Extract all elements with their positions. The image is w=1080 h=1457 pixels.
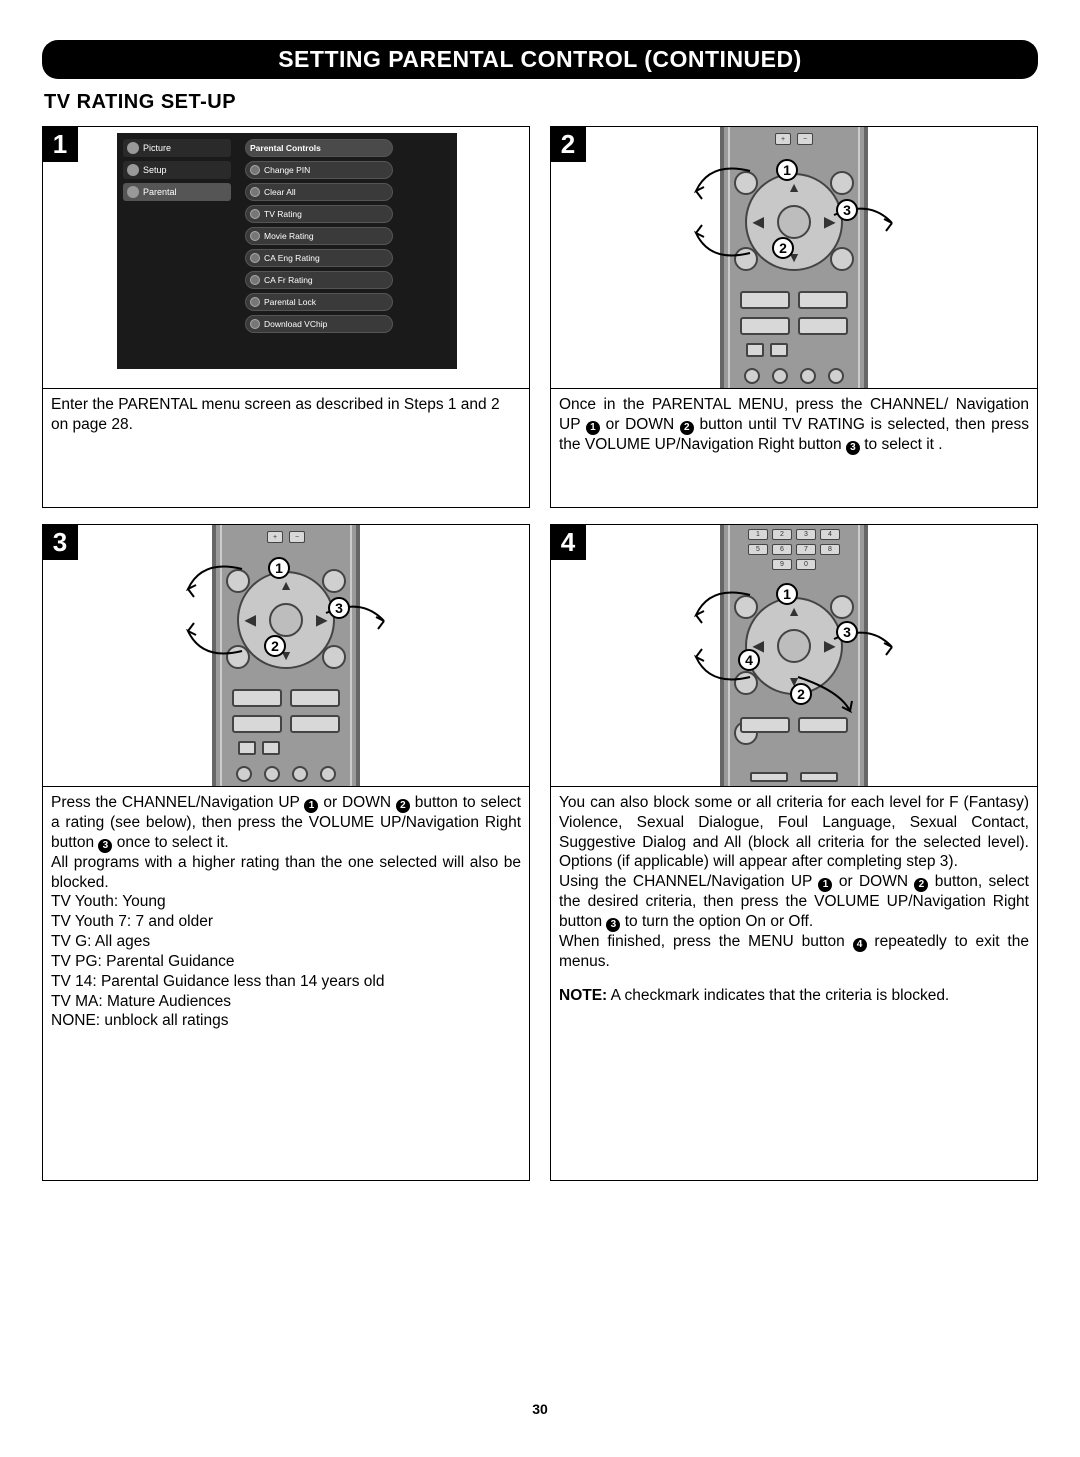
menu-label: Setup	[143, 165, 167, 175]
step-3-text: Press the CHANNEL/Navigation UP 1 or DOW…	[42, 786, 530, 1181]
steps-grid: 1 Picture Setup Parental Parental Contro…	[42, 126, 1038, 1181]
menu-label: Movie Rating	[264, 231, 314, 241]
step-4-text: You can also block some or all criteria …	[550, 786, 1038, 1181]
inline-num-1-icon: 1	[818, 878, 832, 892]
step-3-image: 3 +− ▲▼ ◀▶ 1	[42, 524, 530, 786]
menu-label: Parental Lock	[264, 297, 316, 307]
step-number: 1	[42, 126, 78, 162]
step-2-text: Once in the PARENTAL MENU, press the CHA…	[550, 388, 1038, 508]
callout-3: 3	[836, 199, 858, 221]
text-fragment: Using the CHANNEL/Navigation UP	[559, 873, 818, 890]
inline-num-2-icon: 2	[914, 878, 928, 892]
callout-2: 2	[772, 237, 794, 259]
page-title-bar: SETTING PARENTAL CONTROL (CONTINUED)	[42, 40, 1038, 79]
tv-menu-screenshot: Picture Setup Parental Parental Controls…	[117, 133, 457, 369]
step-2-image: 2 +− ▲▼ ◀▶ 1	[550, 126, 1038, 388]
step-2-panel: 2 +− ▲▼ ◀▶ 1	[550, 126, 1038, 508]
text-fragment: to turn the option On or Off.	[620, 913, 813, 930]
menu-item-picture: Picture	[123, 139, 231, 157]
inline-num-1-icon: 1	[304, 799, 318, 813]
menu-label: CA Fr Rating	[264, 275, 313, 285]
menu-label: Parental	[143, 187, 177, 197]
text-paragraph: You can also block some or all criteria …	[559, 793, 1029, 872]
callout-1: 1	[776, 583, 798, 605]
step-4-image: 4 1234 5678 90 ▲▼ ◀▶	[550, 524, 1038, 786]
inline-num-3-icon: 3	[846, 441, 860, 455]
menu-pill: Parental Lock	[245, 293, 393, 311]
menu-pill: Change PIN	[245, 161, 393, 179]
menu-label: TV Rating	[264, 209, 302, 219]
rating-line: TV 14: Parental Guidance less than 14 ye…	[51, 972, 521, 992]
remote-illustration: +− ▲▼ ◀▶ 1 2	[212, 525, 360, 786]
menu-pill: TV Rating	[245, 205, 393, 223]
callout-3: 3	[328, 597, 350, 619]
callout-1: 1	[268, 557, 290, 579]
menu-pill: CA Fr Rating	[245, 271, 393, 289]
menu-item-parental: Parental	[123, 183, 231, 201]
menu-label: Change PIN	[264, 165, 310, 175]
menu-pill: CA Eng Rating	[245, 249, 393, 267]
rating-line: TV PG: Parental Guidance	[51, 952, 521, 972]
text-fragment: or DOWN	[600, 416, 680, 433]
step-number: 4	[550, 524, 586, 560]
callout-2: 2	[790, 683, 812, 705]
step-1-text: Enter the PARENTAL menu screen as descri…	[42, 388, 530, 508]
inline-num-3-icon: 3	[98, 839, 112, 853]
inline-num-2-icon: 2	[680, 421, 694, 435]
menu-item-setup: Setup	[123, 161, 231, 179]
remote-illustration: +− ▲▼ ◀▶ 1 2	[720, 127, 868, 388]
step-1-panel: 1 Picture Setup Parental Parental Contro…	[42, 126, 530, 508]
note-text: A checkmark indicates that the criteria …	[607, 987, 949, 1004]
menu-label: Download VChip	[264, 319, 327, 329]
menu-label: Clear All	[264, 187, 296, 197]
menu-pill: Download VChip	[245, 315, 393, 333]
inline-num-2-icon: 2	[396, 799, 410, 813]
callout-1: 1	[776, 159, 798, 181]
callout-4: 4	[738, 649, 760, 671]
step-4-panel: 4 1234 5678 90 ▲▼ ◀▶	[550, 524, 1038, 1181]
inline-num-3-icon: 3	[606, 918, 620, 932]
text-fragment: or DOWN	[832, 873, 914, 890]
rating-line: TV MA: Mature Audiences	[51, 992, 521, 1012]
text-fragment: once to select it.	[112, 834, 228, 851]
menu-label: Picture	[143, 143, 171, 153]
step-number: 2	[550, 126, 586, 162]
rating-line: TV Youth 7: 7 and older	[51, 912, 521, 932]
rating-line: NONE: unblock all ratings	[51, 1011, 521, 1031]
rating-line: TV G: All ages	[51, 932, 521, 952]
text-fragment: When finished, press the MENU button	[559, 933, 853, 950]
callout-2: 2	[264, 635, 286, 657]
menu-right-column: Parental Controls Change PIN Clear All T…	[245, 139, 393, 337]
menu-label: CA Eng Rating	[264, 253, 320, 263]
text-fragment: Press the CHANNEL/Navigation UP	[51, 794, 304, 811]
note-label: NOTE:	[559, 987, 607, 1004]
text-fragment: or DOWN	[318, 794, 395, 811]
remote-illustration: 1234 5678 90 ▲▼ ◀▶ 1	[720, 525, 868, 786]
text-fragment: to select it .	[860, 436, 943, 453]
section-heading: TV RATING SET-UP	[44, 91, 1038, 114]
rating-line: TV Youth: Young	[51, 892, 521, 912]
menu-pill: Parental Controls	[245, 139, 393, 157]
menu-pill: Movie Rating	[245, 227, 393, 245]
page-number: 30	[42, 1401, 1038, 1417]
inline-num-4-icon: 4	[853, 938, 867, 952]
inline-num-1-icon: 1	[586, 421, 600, 435]
step-1-image: 1 Picture Setup Parental Parental Contro…	[42, 126, 530, 388]
text-line: All programs with a higher rating than t…	[51, 853, 521, 893]
menu-label: Parental Controls	[250, 143, 321, 153]
callout-3: 3	[836, 621, 858, 643]
step-number: 3	[42, 524, 78, 560]
menu-left-column: Picture Setup Parental	[123, 139, 231, 205]
step-3-panel: 3 +− ▲▼ ◀▶ 1	[42, 524, 530, 1181]
menu-pill: Clear All	[245, 183, 393, 201]
